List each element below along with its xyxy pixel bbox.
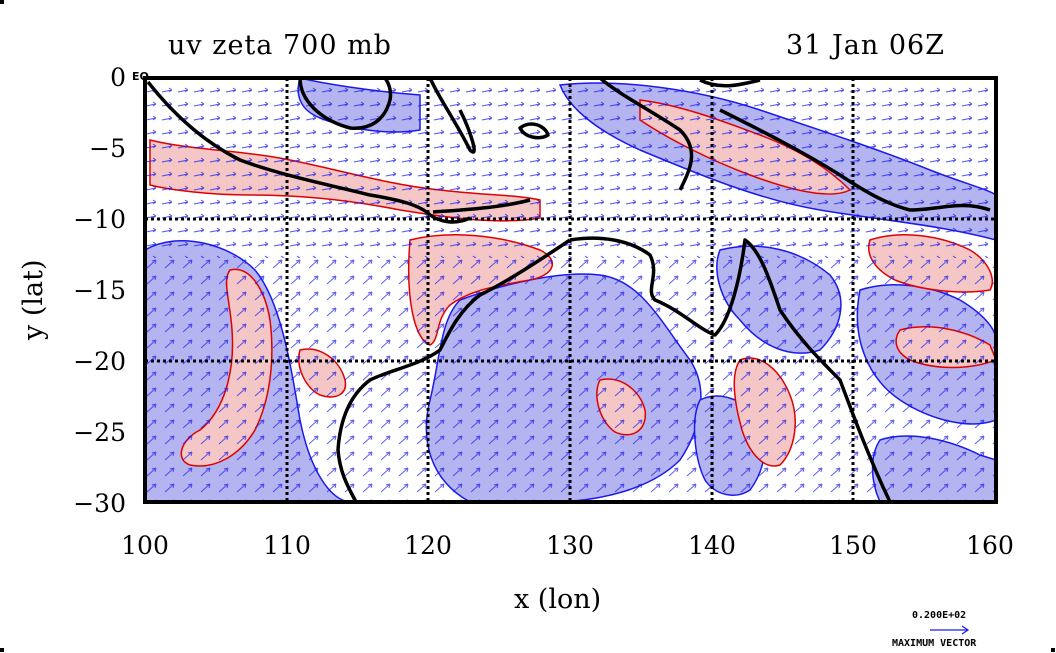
corner-mark-bl [0,648,4,652]
corner-mark-tl [0,0,4,4]
x-tick-label: 110 [263,531,311,560]
y-tick-label: −5 [89,134,126,163]
equator-label: EQ [132,70,149,83]
x-tick-label: 150 [829,531,877,560]
reference-vector-arrow [930,625,970,635]
max-vector-label: MAXIMUM VECTOR [892,638,977,649]
plot-frame [143,76,998,504]
x-axis-label: x (lon) [514,584,602,615]
grid-lines [145,78,996,502]
y-tick-label: −10 [73,205,126,234]
plot-time: 31 Jan 06Z [786,30,945,61]
y-tick-label: −30 [73,489,126,518]
x-tick-label: 120 [404,531,452,560]
y-tick-label: 0 [110,63,126,92]
y-axis-label: y (lat) [18,259,49,341]
x-tick-label: 140 [688,531,736,560]
coastlines [146,78,991,502]
y-tick-label: −20 [73,347,126,376]
max-vector-value: 0.200E+02 [912,610,967,621]
x-tick-label: 100 [121,531,169,560]
y-tick-label: −15 [73,276,126,305]
x-tick-label: 130 [546,531,594,560]
y-tick-label: −25 [73,418,126,447]
plot-title: uv zeta 700 mb [168,30,392,61]
x-tick-label: 160 [966,531,1014,560]
corner-mark-br [1051,648,1055,652]
